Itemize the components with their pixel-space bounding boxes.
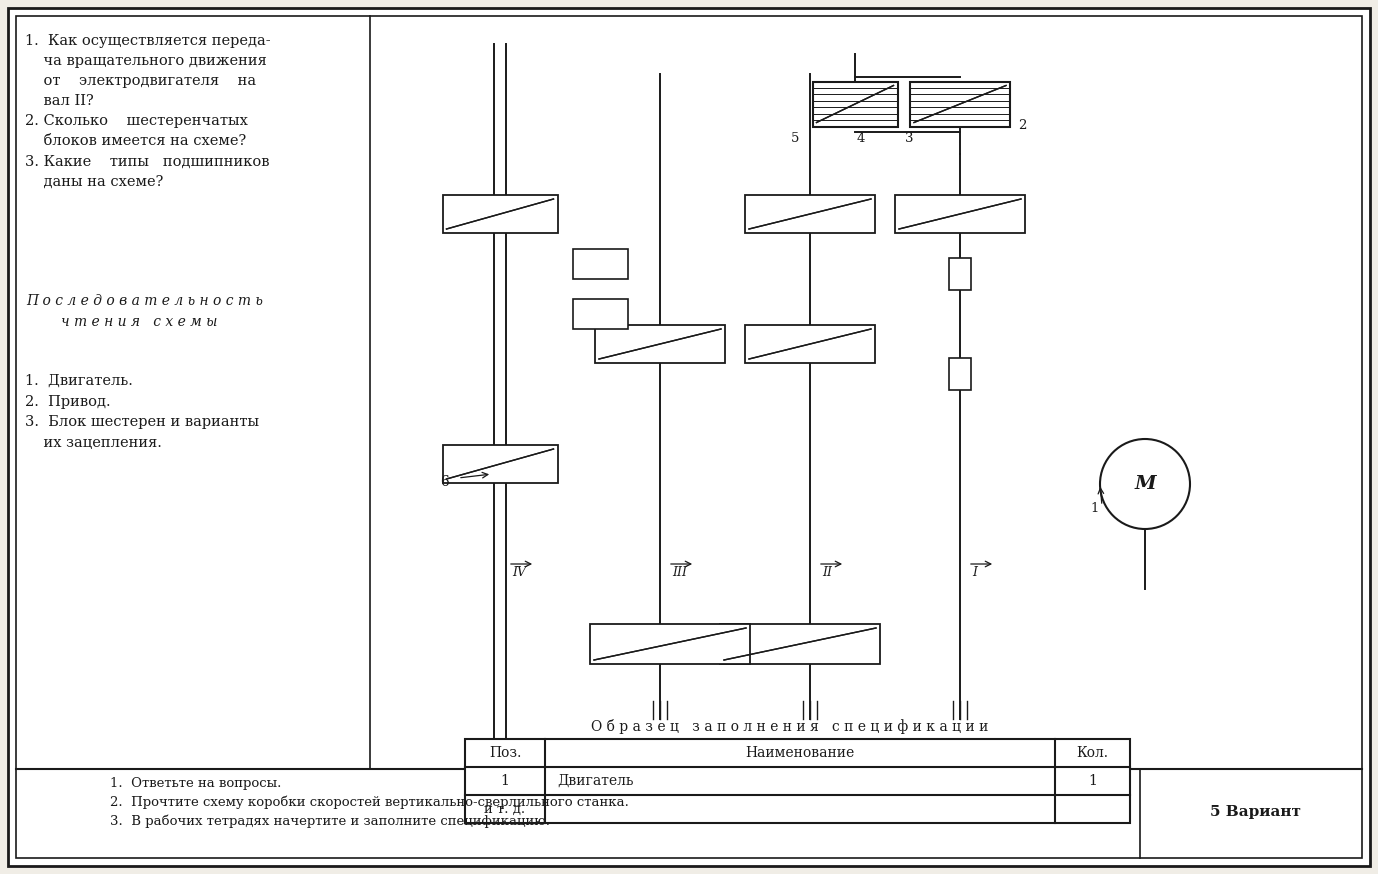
Text: 1: 1 bbox=[500, 774, 510, 788]
Bar bbox=[442, 445, 558, 483]
Circle shape bbox=[1100, 439, 1191, 529]
Bar bbox=[745, 195, 875, 233]
Text: Двигатель: Двигатель bbox=[557, 774, 634, 788]
Text: Поз.: Поз. bbox=[489, 746, 521, 760]
Text: Кол.: Кол. bbox=[1076, 746, 1108, 760]
Text: 5 Вариант: 5 Вариант bbox=[1210, 805, 1301, 819]
Bar bbox=[719, 624, 881, 664]
Bar bbox=[909, 81, 1010, 127]
Text: I: I bbox=[971, 566, 977, 579]
Text: О б р а з е ц   з а п о л н е н и я   с п е ц и ф и к а ц и и: О б р а з е ц з а п о л н е н и я с п е … bbox=[591, 719, 988, 734]
Bar bbox=[949, 258, 971, 290]
Text: 1: 1 bbox=[1090, 502, 1098, 515]
Text: 6: 6 bbox=[440, 475, 449, 489]
Text: M: M bbox=[1134, 475, 1156, 493]
Bar bbox=[464, 739, 1130, 823]
Bar bbox=[595, 325, 725, 363]
Text: 3: 3 bbox=[905, 132, 914, 145]
Bar bbox=[813, 81, 897, 127]
Text: 1.  Ответьте на вопросы.
2.  Прочтите схему коробки скоростей вертикально-сверли: 1. Ответьте на вопросы. 2. Прочтите схем… bbox=[110, 777, 628, 828]
Bar bbox=[442, 195, 558, 233]
Text: Наименование: Наименование bbox=[745, 746, 854, 760]
Text: 4: 4 bbox=[857, 132, 865, 145]
Bar bbox=[745, 325, 875, 363]
Text: 1: 1 bbox=[1089, 774, 1097, 788]
Text: 2: 2 bbox=[1018, 119, 1027, 132]
Text: 1.  Двигатель.
2.  Привод.
3.  Блок шестерен и варианты
    их зацепления.: 1. Двигатель. 2. Привод. 3. Блок шестере… bbox=[25, 374, 259, 450]
Bar bbox=[590, 624, 750, 664]
Text: III: III bbox=[672, 566, 688, 579]
Bar bbox=[949, 358, 971, 390]
Text: и т. д.: и т. д. bbox=[485, 802, 525, 815]
Text: 5: 5 bbox=[791, 132, 799, 145]
Text: П о с л е д о в а т е л ь н о с т ь
        ч т е н и я   с х е м ы: П о с л е д о в а т е л ь н о с т ь ч т … bbox=[26, 294, 263, 329]
Text: IV: IV bbox=[513, 566, 526, 579]
Bar bbox=[894, 195, 1025, 233]
Bar bbox=[572, 249, 627, 279]
Text: 1.  Как осуществляется переда-
    ча вращательного движения
    от    электродв: 1. Как осуществляется переда- ча вращате… bbox=[25, 34, 270, 189]
Bar bbox=[572, 299, 627, 329]
Text: II: II bbox=[823, 566, 832, 579]
